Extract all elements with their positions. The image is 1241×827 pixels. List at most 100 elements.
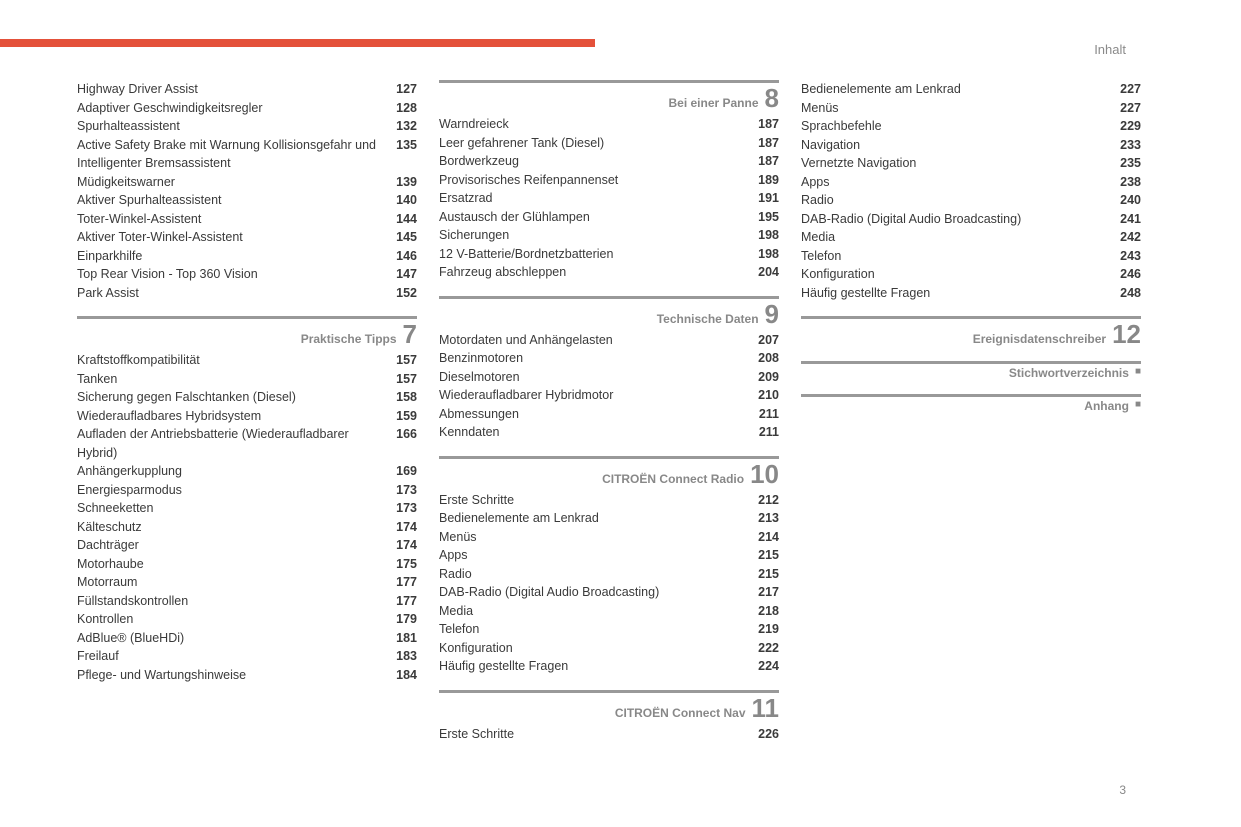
toc-entry[interactable]: Park Assist152	[77, 284, 417, 303]
entry-page: 248	[1120, 284, 1141, 303]
toc-entry[interactable]: Sicherungen198	[439, 226, 779, 245]
toc-entry[interactable]: Toter-Winkel-Assistent144	[77, 210, 417, 229]
entry-page: 187	[758, 115, 779, 134]
toc-entry[interactable]: Freilauf183	[77, 647, 417, 666]
entry-page: 191	[758, 189, 779, 208]
toc-entry[interactable]: Müdigkeitswarner139	[77, 173, 417, 192]
entry-page: 212	[758, 491, 779, 510]
toc-entry[interactable]: Radio240	[801, 191, 1141, 210]
toc-entry[interactable]: Anhängerkupplung169	[77, 462, 417, 481]
toc-entry[interactable]: Top Rear Vision - Top 360 Vision147	[77, 265, 417, 284]
toc-entry[interactable]: Wiederaufladbares Hybridsystem159	[77, 407, 417, 426]
toc-entry[interactable]: Aktiver Spurhalteassistent140	[77, 191, 417, 210]
toc-entry[interactable]: Kälteschutz174	[77, 518, 417, 537]
entry-page: 187	[758, 134, 779, 153]
page-number: 3	[1119, 783, 1126, 797]
toc-entry[interactable]: Menüs214	[439, 528, 779, 547]
entry-page: 218	[758, 602, 779, 621]
accent-bar	[0, 39, 595, 47]
toc-entry[interactable]: DAB-Radio (Digital Audio Broadcasting)21…	[439, 583, 779, 602]
toc-entry[interactable]: Kontrollen179	[77, 610, 417, 629]
entry-page: 195	[758, 208, 779, 227]
toc-entry[interactable]: Motordaten und Anhängelasten207	[439, 331, 779, 350]
toc-entry[interactable]: Abmessungen211	[439, 405, 779, 424]
toc-entry[interactable]: AdBlue® (BlueHDi)181	[77, 629, 417, 648]
toc-entry[interactable]: Kraftstoffkompatibilität157	[77, 351, 417, 370]
toc-entry[interactable]: Energiesparmodus173	[77, 481, 417, 500]
toc-entry[interactable]: Telefon243	[801, 247, 1141, 266]
toc-entry[interactable]: Spurhalteassistent132	[77, 117, 417, 136]
toc-entry[interactable]: Sicherung gegen Falschtanken (Diesel)158	[77, 388, 417, 407]
toc-entry[interactable]: Einparkhilfe146	[77, 247, 417, 266]
entry-page: 215	[758, 546, 779, 565]
entry-page: 208	[758, 349, 779, 368]
entry-page: 229	[1120, 117, 1141, 136]
toc-entry[interactable]: Media242	[801, 228, 1141, 247]
toc-entry[interactable]: Bordwerkzeug187	[439, 152, 779, 171]
toc-entry[interactable]: Wiederaufladbarer Hybridmotor210	[439, 386, 779, 405]
entry-page: 183	[396, 647, 417, 666]
entry-list: Erste Schritte226	[439, 725, 779, 744]
toc-entry[interactable]: Provisorisches Reifenpannenset189	[439, 171, 779, 190]
toc-entry[interactable]: Häufig gestellte Fragen224	[439, 657, 779, 676]
toc-entry[interactable]: Apps215	[439, 546, 779, 565]
toc-entry[interactable]: Fahrzeug abschleppen204	[439, 263, 779, 282]
toc-entry[interactable]: Schneeketten173	[77, 499, 417, 518]
entry-label: Bedienelemente am Lenkrad	[439, 509, 758, 528]
toc-entry[interactable]: 12 V-Batterie/Bordnetzbatterien198	[439, 245, 779, 264]
entry-label: AdBlue® (BlueHDi)	[77, 629, 396, 648]
entry-page: 159	[396, 407, 417, 426]
toc-entry[interactable]: Highway Driver Assist127	[77, 80, 417, 99]
toc-entry[interactable]: Motorhaube175	[77, 555, 417, 574]
toc-entry[interactable]: Austausch der Glühlampen195	[439, 208, 779, 227]
toc-entry[interactable]: Warndreieck187	[439, 115, 779, 134]
section-header: Technische Daten9	[439, 296, 779, 327]
toc-entry[interactable]: Füllstandskontrollen177	[77, 592, 417, 611]
toc-entry[interactable]: Erste Schritte226	[439, 725, 779, 744]
toc-entry[interactable]: Sprachbefehle229	[801, 117, 1141, 136]
toc-entry[interactable]: Active Safety Brake mit Warnung Kollisio…	[77, 136, 417, 173]
toc-entry[interactable]: Kenndaten211	[439, 423, 779, 442]
entry-label: Menüs	[439, 528, 758, 547]
toc-entry[interactable]: Benzinmotoren208	[439, 349, 779, 368]
toc-entry[interactable]: Media218	[439, 602, 779, 621]
entry-page: 241	[1120, 210, 1141, 229]
toc-entry[interactable]: Konfiguration246	[801, 265, 1141, 284]
section-number: 7	[403, 321, 417, 347]
entry-label: Navigation	[801, 136, 1120, 155]
entry-label: Apps	[439, 546, 758, 565]
entry-label: DAB-Radio (Digital Audio Broadcasting)	[439, 583, 758, 602]
entry-page: 157	[396, 370, 417, 389]
section-number: 12	[1112, 321, 1141, 347]
toc-entry[interactable]: Erste Schritte212	[439, 491, 779, 510]
entry-label: Radio	[439, 565, 758, 584]
toc-entry[interactable]: Adaptiver Geschwindigkeitsregler128	[77, 99, 417, 118]
toc-entry[interactable]: Dachträger174	[77, 536, 417, 555]
toc-entry[interactable]: Aktiver Toter-Winkel-Assistent145	[77, 228, 417, 247]
section-header: CITROËN Connect Nav11	[439, 690, 779, 721]
toc-entry[interactable]: Pflege- und Wartungshinweise184	[77, 666, 417, 685]
toc-entry[interactable]: Bedienelemente am Lenkrad213	[439, 509, 779, 528]
toc-entry[interactable]: Vernetzte Navigation235	[801, 154, 1141, 173]
entry-label: Highway Driver Assist	[77, 80, 396, 99]
toc-entry[interactable]: Menüs227	[801, 99, 1141, 118]
toc-entry[interactable]: Navigation233	[801, 136, 1141, 155]
entry-page: 213	[758, 509, 779, 528]
toc-entry[interactable]: Apps238	[801, 173, 1141, 192]
toc-entry[interactable]: Radio215	[439, 565, 779, 584]
toc-entry[interactable]: Tanken157	[77, 370, 417, 389]
toc-entry[interactable]: Konfiguration222	[439, 639, 779, 658]
toc-entry[interactable]: DAB-Radio (Digital Audio Broadcasting)24…	[801, 210, 1141, 229]
toc-entry[interactable]: Telefon219	[439, 620, 779, 639]
entry-page: 173	[396, 499, 417, 518]
section-header: Anhang■	[801, 394, 1141, 413]
toc-entry[interactable]: Dieselmotoren209	[439, 368, 779, 387]
toc-entry[interactable]: Leer gefahrener Tank (Diesel)187	[439, 134, 779, 153]
toc-entry[interactable]: Aufladen der Antriebsbatterie (Wiederauf…	[77, 425, 417, 462]
toc-entry[interactable]: Bedienelemente am Lenkrad227	[801, 80, 1141, 99]
toc-entry[interactable]: Ersatzrad191	[439, 189, 779, 208]
toc-entry[interactable]: Häufig gestellte Fragen248	[801, 284, 1141, 303]
section-header: CITROËN Connect Radio10	[439, 456, 779, 487]
section-title: CITROËN Connect Nav	[615, 706, 746, 720]
toc-entry[interactable]: Motorraum177	[77, 573, 417, 592]
